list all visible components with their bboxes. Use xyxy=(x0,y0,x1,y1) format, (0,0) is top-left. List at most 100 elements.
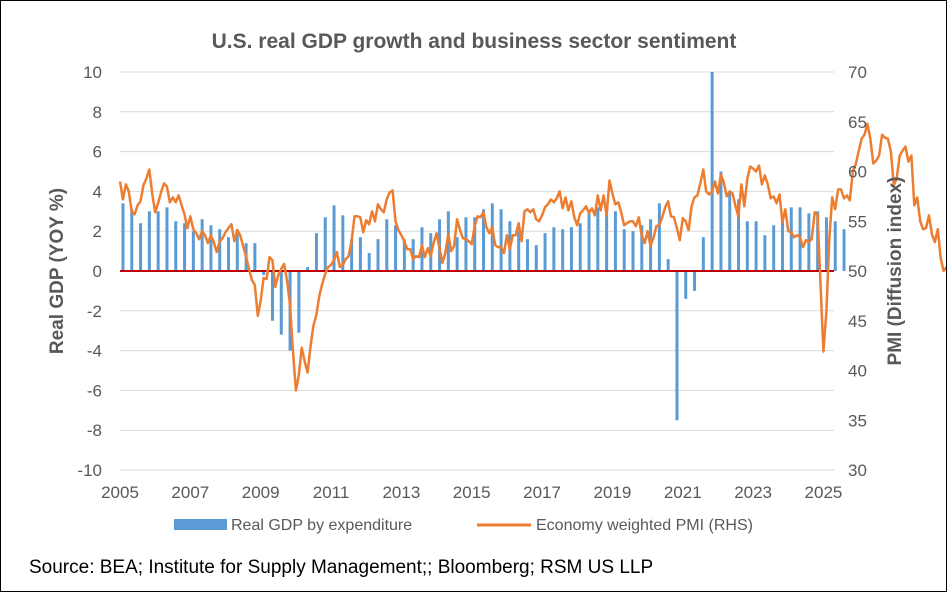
x-tick-label: 2021 xyxy=(664,483,702,502)
gdp-bar xyxy=(719,171,723,271)
gdp-bar xyxy=(754,221,758,271)
gdp-bar xyxy=(262,271,266,275)
gdp-bar xyxy=(587,209,591,271)
right-tick-label: 65 xyxy=(848,113,867,132)
gdp-bar xyxy=(191,231,195,271)
gdp-bar xyxy=(332,205,336,271)
legend-label-pmi: Economy weighted PMI (RHS) xyxy=(536,517,753,534)
gdp-bar xyxy=(675,271,679,421)
gdp-bar xyxy=(165,207,169,271)
right-tick-label: 40 xyxy=(848,362,867,381)
gdp-bar xyxy=(789,207,793,271)
right-tick-label: 35 xyxy=(848,411,867,430)
left-tick-label: 0 xyxy=(93,262,102,281)
gdp-bar xyxy=(200,219,204,271)
gdp-bar xyxy=(482,209,486,271)
gdp-bar xyxy=(622,229,626,271)
x-tick-label: 2019 xyxy=(593,483,631,502)
x-tick-label: 2023 xyxy=(734,483,772,502)
right-axis-title: PMI (Diffusion index) xyxy=(885,177,906,366)
x-tick-label: 2015 xyxy=(453,483,491,502)
gdp-bar xyxy=(358,237,362,271)
x-axis-ticks: 2005 2007 2009 2011 2013 2015 2017 2019 2021 2023… xyxy=(101,483,842,502)
gdp-bar xyxy=(455,237,459,271)
left-tick-label: 8 xyxy=(93,103,102,122)
gdp-bar xyxy=(842,229,846,271)
x-tick-label: 2009 xyxy=(242,483,280,502)
gdp-bar xyxy=(270,271,274,321)
gdp-bar xyxy=(385,219,389,271)
gdp-bar xyxy=(130,209,134,271)
legend-swatch-gdp xyxy=(174,519,227,530)
gdp-bar xyxy=(772,225,776,271)
gdp-bar xyxy=(350,239,354,271)
gdp-bar xyxy=(279,271,283,335)
gdp-bar xyxy=(701,237,705,271)
gdp-bar xyxy=(631,231,635,271)
pmi-series-line xyxy=(118,122,946,392)
gdp-bar xyxy=(323,217,327,271)
left-tick-label: 6 xyxy=(93,143,102,162)
x-tick-label: 2013 xyxy=(382,483,420,502)
gdp-bar xyxy=(605,205,609,271)
x-tick-label: 2025 xyxy=(805,483,843,502)
gdp-bar xyxy=(464,217,468,271)
right-tick-label: 55 xyxy=(848,212,867,231)
gdp-bar xyxy=(525,239,529,271)
left-tick-label: -6 xyxy=(87,381,102,400)
gdp-bar xyxy=(613,211,617,271)
x-tick-label: 2007 xyxy=(171,483,209,502)
gdp-bar xyxy=(376,239,380,271)
gdp-bar xyxy=(314,233,318,271)
right-tick-label: 30 xyxy=(848,461,867,480)
gdp-bar xyxy=(728,191,732,271)
left-tick-label: -10 xyxy=(77,461,102,480)
left-axis-title: Real GDP (YOY %) xyxy=(47,188,68,354)
gdp-bar xyxy=(402,239,406,271)
left-tick-label: 4 xyxy=(93,182,102,201)
gdp-bars xyxy=(121,72,846,421)
left-tick-label: 2 xyxy=(93,222,102,241)
right-tick-label: 50 xyxy=(848,262,867,281)
x-tick-label: 2011 xyxy=(313,483,350,502)
gdp-bar xyxy=(227,237,231,271)
x-tick-label: 2017 xyxy=(523,483,561,502)
chart-title: U.S. real GDP growth and business sector… xyxy=(212,30,737,53)
gdp-bar xyxy=(534,245,538,271)
gdp-bar xyxy=(156,211,160,271)
gdp-bar xyxy=(473,217,477,271)
right-axis-ticks: 70 65 60 55 50 45 40 35 30 xyxy=(848,63,867,480)
gdp-bar xyxy=(666,259,670,271)
gdp-bar xyxy=(183,223,187,271)
gdp-bar xyxy=(780,215,784,271)
left-tick-label: -8 xyxy=(87,421,102,440)
legend: Real GDP by expenditure Economy weighted… xyxy=(174,517,753,534)
gdp-bar xyxy=(833,221,837,271)
gdp-bar xyxy=(684,271,688,299)
gdp-bar xyxy=(543,233,547,271)
gdp-bar xyxy=(569,227,573,271)
right-tick-label: 60 xyxy=(848,163,867,182)
gdp-bar xyxy=(341,215,345,271)
gdp-bar xyxy=(147,211,151,271)
gdp-bar xyxy=(306,267,310,271)
source-note: Source: BEA; Institute for Supply Manage… xyxy=(29,557,653,578)
gdp-bar xyxy=(139,223,143,271)
gdp-bar xyxy=(218,229,222,271)
gdp-bar xyxy=(640,225,644,271)
x-tick-label: 2005 xyxy=(101,483,139,502)
pmi-line xyxy=(118,122,946,392)
right-tick-label: 45 xyxy=(848,312,867,331)
gdp-bar xyxy=(209,225,213,271)
gdp-bar xyxy=(657,203,661,271)
gdp-bar xyxy=(121,203,125,271)
gdp-bar xyxy=(297,271,301,333)
gdp-bar xyxy=(517,231,521,271)
gdp-bar xyxy=(745,221,749,271)
gdp-bar xyxy=(737,199,741,271)
left-tick-label: -2 xyxy=(87,302,102,321)
gdp-bar xyxy=(578,223,582,271)
gdp-bar xyxy=(490,203,494,271)
